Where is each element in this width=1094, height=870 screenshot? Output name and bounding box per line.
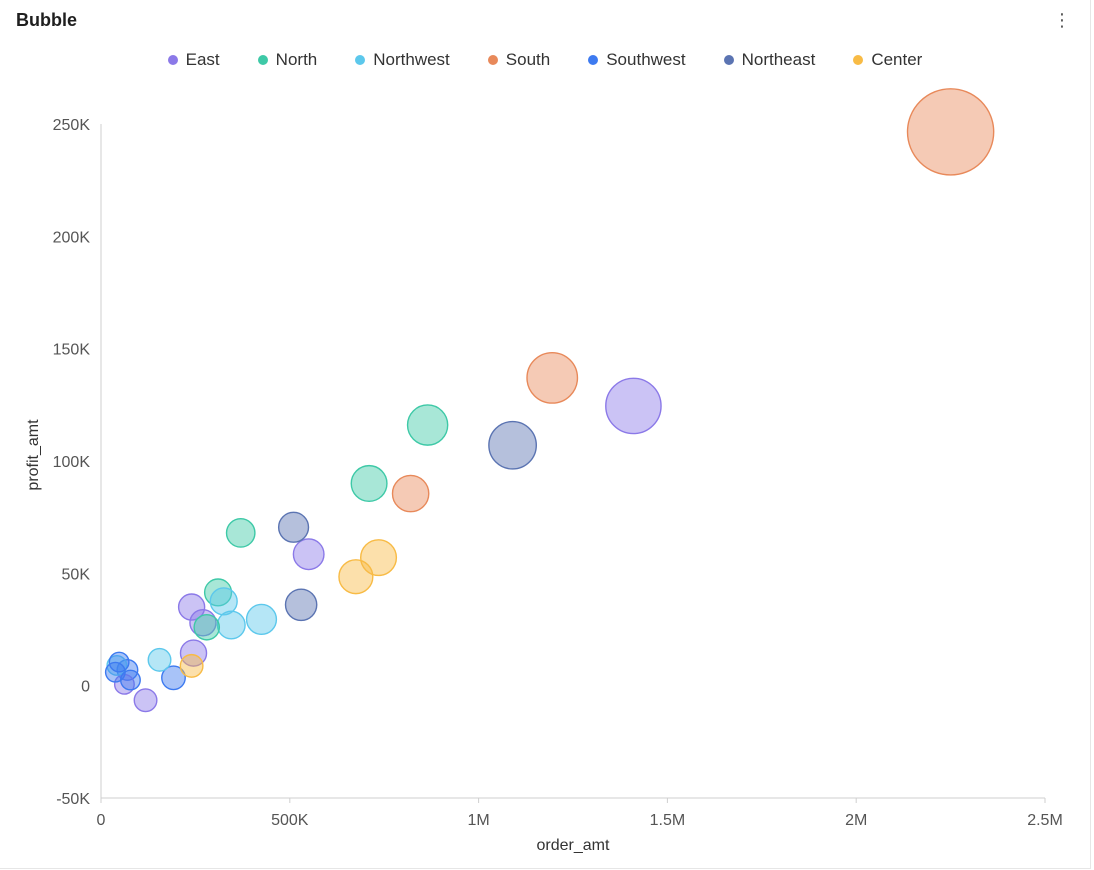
legend-label: East bbox=[185, 50, 220, 69]
legend-item-southwest[interactable]: Southwest bbox=[588, 50, 686, 70]
x-tick-label: 2M bbox=[845, 812, 867, 829]
bubble-southwest bbox=[108, 651, 130, 673]
legend-dot-icon bbox=[853, 55, 864, 65]
bubble-north bbox=[406, 404, 449, 446]
legend-label: North bbox=[275, 50, 318, 69]
bubble-northwest bbox=[216, 610, 246, 640]
bubble-northwest bbox=[106, 654, 128, 676]
bubble-east bbox=[133, 688, 158, 713]
legend-dot-icon bbox=[588, 55, 599, 65]
bubble-north bbox=[203, 578, 233, 607]
chart-title: Bubble bbox=[16, 10, 77, 30]
bubble-east bbox=[605, 377, 662, 435]
legend-label: Northeast bbox=[741, 50, 816, 69]
legend-label: South bbox=[505, 50, 551, 69]
legend-dot-icon bbox=[257, 55, 268, 65]
legend-item-north[interactable]: North bbox=[257, 50, 318, 70]
x-tick-label: 0 bbox=[97, 812, 106, 829]
bubble-south bbox=[906, 88, 995, 176]
y-tick-label: 100K bbox=[53, 454, 91, 471]
bubble-northeast bbox=[284, 588, 318, 622]
bubble-southwest bbox=[104, 661, 126, 683]
bubble-center bbox=[338, 559, 374, 595]
bubble-east bbox=[292, 538, 325, 571]
legend-dot-icon bbox=[487, 55, 498, 65]
x-tick-label: 500K bbox=[271, 812, 309, 829]
chart-legend: East North Northwest South Southwest Northeas… bbox=[0, 48, 1090, 72]
bubble-south bbox=[391, 474, 430, 513]
legend-dot-icon bbox=[355, 55, 366, 65]
y-tick-label: 50K bbox=[62, 566, 91, 583]
bubble-northeast bbox=[277, 511, 310, 543]
bubble-east bbox=[189, 609, 217, 637]
bubble-center bbox=[179, 653, 204, 678]
x-tick-label: 1.5M bbox=[650, 812, 686, 829]
bubble-east bbox=[179, 639, 208, 667]
y-tick-label: 150K bbox=[53, 342, 91, 359]
more-vertical-icon[interactable]: ⋮ bbox=[1053, 10, 1071, 30]
bubble-center bbox=[359, 539, 398, 577]
y-tick-label: 250K bbox=[53, 117, 91, 134]
bubble-north bbox=[193, 613, 221, 641]
bubble-northwest bbox=[209, 587, 238, 616]
legend-dot-icon bbox=[723, 55, 734, 65]
legend-label: Center bbox=[871, 50, 923, 69]
legend-item-northeast[interactable]: Northeast bbox=[723, 50, 816, 70]
legend-item-center[interactable]: Center bbox=[853, 50, 922, 70]
bubble-north bbox=[225, 517, 256, 548]
y-tick-label: -50K bbox=[56, 791, 90, 808]
bubble-northwest bbox=[245, 603, 278, 636]
legend-label: Northwest bbox=[373, 50, 450, 69]
y-tick-label: 200K bbox=[53, 229, 91, 246]
x-tick-label: 2.5M bbox=[1027, 812, 1063, 829]
bubble-east bbox=[113, 673, 135, 695]
legend-label: Southwest bbox=[606, 50, 686, 69]
y-tick-label: 0 bbox=[81, 679, 90, 696]
bubble-northwest bbox=[147, 647, 172, 672]
bubble-north bbox=[350, 464, 388, 503]
legend-dot-icon bbox=[167, 55, 178, 65]
bubble-northeast bbox=[488, 420, 537, 470]
bubble-southwest bbox=[116, 658, 139, 681]
legend-item-northwest[interactable]: Northwest bbox=[355, 50, 450, 70]
legend-item-east[interactable]: East bbox=[167, 50, 220, 70]
bubble-south bbox=[526, 351, 579, 404]
bubble-southwest bbox=[161, 665, 186, 691]
x-axis-title: order_amt bbox=[537, 837, 610, 854]
x-tick-label: 1M bbox=[467, 812, 489, 829]
bubble-southwest bbox=[119, 669, 141, 691]
legend-item-south[interactable]: South bbox=[487, 50, 551, 70]
y-axis-title: profit_amt bbox=[25, 419, 42, 491]
bubble-east bbox=[177, 593, 206, 621]
